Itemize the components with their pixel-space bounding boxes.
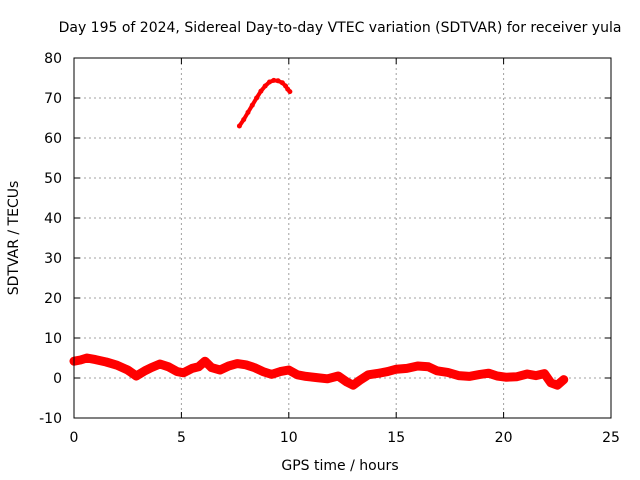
data-point — [323, 374, 332, 383]
y-tick-label: 0 — [53, 371, 62, 387]
data-point — [241, 360, 250, 369]
data-point — [276, 367, 285, 376]
data-point — [484, 369, 493, 378]
data-point — [201, 357, 210, 366]
series-band — [69, 353, 569, 390]
data-point — [224, 362, 233, 370]
data-point — [553, 381, 562, 390]
data-point — [275, 78, 281, 84]
x-tick-label: 20 — [495, 430, 513, 446]
data-point — [267, 370, 276, 379]
data-point — [413, 362, 422, 370]
y-tick-label: 60 — [44, 131, 62, 147]
data-point — [293, 370, 302, 379]
data-point — [259, 367, 268, 376]
data-point — [266, 79, 272, 85]
ticks — [73, 57, 612, 419]
data-point — [249, 102, 255, 108]
data-point — [443, 368, 452, 377]
y-tick-label: -10 — [39, 411, 62, 427]
data-point — [233, 359, 242, 368]
data-point — [475, 370, 484, 379]
x-tick-label: 5 — [177, 430, 186, 446]
data-point — [465, 372, 474, 381]
chart-title: Day 195 of 2024, Sidereal Day-to-day VTE… — [59, 20, 622, 36]
data-point — [375, 369, 384, 378]
data-point — [112, 361, 121, 370]
x-tick-label: 10 — [280, 430, 298, 446]
data-point — [132, 372, 141, 380]
data-point — [216, 366, 225, 374]
plot-frame — [73, 57, 612, 419]
grid — [74, 58, 611, 418]
data-point — [383, 367, 392, 376]
data-point — [194, 362, 203, 371]
data-point — [312, 373, 321, 382]
data-point — [349, 381, 358, 390]
data-point — [392, 365, 401, 374]
data-point — [287, 89, 293, 95]
data-point — [155, 360, 164, 368]
y-tick-label: 40 — [44, 211, 62, 227]
y-tick-label: 80 — [44, 51, 62, 67]
x-axis-label: GPS time / hours — [281, 458, 398, 474]
data-point — [501, 373, 510, 382]
data-point — [245, 109, 251, 115]
data-point — [334, 372, 343, 380]
data-point — [262, 83, 268, 89]
y-tick-label: 20 — [44, 291, 62, 307]
y-tick-label: 30 — [44, 251, 62, 267]
data-point — [250, 363, 259, 372]
data-point — [173, 367, 182, 376]
data-point — [188, 364, 197, 373]
x-tick-label: 15 — [387, 430, 405, 446]
data-point — [559, 375, 568, 384]
data-point — [342, 378, 351, 386]
data-point — [355, 376, 364, 385]
y-tick-label: 50 — [44, 171, 62, 187]
data-point — [91, 355, 100, 364]
data-point — [76, 356, 85, 364]
series-peak — [236, 77, 293, 129]
data-point — [493, 372, 502, 380]
x-tick-label: 0 — [70, 430, 79, 446]
data-point — [424, 362, 433, 371]
data-point — [254, 95, 260, 101]
data-point — [512, 372, 521, 381]
data-point — [546, 378, 555, 387]
data-point — [258, 88, 264, 94]
y-axis-label: SDTVAR / TECUs — [6, 181, 22, 296]
y-tick-label: 70 — [44, 91, 62, 107]
data-point — [164, 362, 173, 371]
data-point — [207, 363, 216, 372]
data-point — [102, 358, 111, 366]
data-point — [147, 363, 156, 372]
data-point — [454, 371, 463, 380]
data-point — [433, 366, 442, 375]
data-point — [402, 364, 411, 373]
data-point — [364, 370, 373, 379]
data-point — [279, 80, 285, 86]
data-point — [523, 370, 532, 378]
data-point — [301, 372, 310, 381]
data-series — [69, 77, 569, 390]
data-point — [123, 366, 132, 374]
data-point — [140, 366, 149, 375]
y-tick-label: 10 — [44, 331, 62, 347]
data-point — [540, 369, 549, 378]
tick-labels: 0 5 10 15 20 25 -10 0 10 20 30 40 50 60 70 80 — [39, 51, 620, 446]
data-point — [82, 354, 91, 362]
x-tick-label: 25 — [602, 430, 620, 446]
data-point — [236, 123, 242, 129]
data-point — [284, 366, 293, 374]
data-point — [531, 371, 540, 380]
data-point — [179, 368, 188, 377]
data-point — [271, 77, 277, 83]
data-point — [241, 117, 247, 123]
